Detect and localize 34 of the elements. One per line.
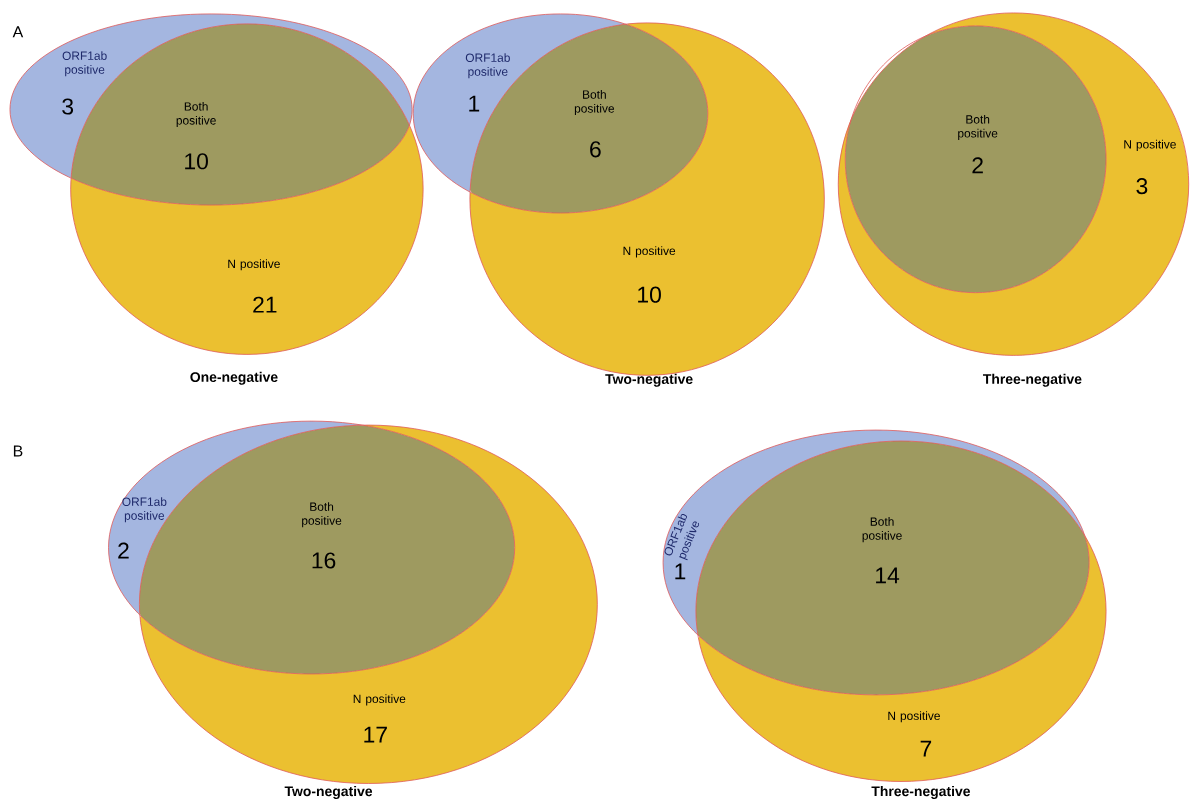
text: A bbox=[12, 26, 24, 38]
text: B bbox=[13, 445, 23, 457]
category-label: ORF1ab positive bbox=[465, 53, 510, 79]
category-label: N positive bbox=[353, 694, 406, 706]
category-label: ORF1ab positive bbox=[62, 51, 107, 77]
data-label: 2 bbox=[972, 157, 983, 174]
data-label: 1 bbox=[675, 563, 686, 580]
data-label: 3 bbox=[1136, 177, 1148, 195]
data-label: 7 bbox=[920, 740, 932, 757]
data-label: 17 bbox=[364, 726, 387, 743]
data-label: 6 bbox=[590, 141, 601, 158]
category-label: Both positive bbox=[302, 502, 342, 528]
data-label: 10 bbox=[185, 153, 208, 170]
category-label: N positive bbox=[623, 246, 676, 258]
data-label: 14 bbox=[876, 567, 900, 584]
category-label: Both positive bbox=[176, 101, 216, 127]
data-label: 16 bbox=[312, 552, 336, 569]
category-label: Both positive bbox=[958, 114, 998, 140]
data-label: 21 bbox=[253, 296, 277, 313]
category-label: Both positive bbox=[574, 89, 615, 115]
category-label: N positive bbox=[1124, 139, 1176, 151]
category-label: N positive bbox=[888, 711, 940, 723]
text: Two-negative bbox=[605, 373, 693, 387]
category-label: Both positive bbox=[862, 516, 902, 543]
category-label: ORF1ab positive bbox=[122, 497, 167, 523]
text: Three-negative bbox=[982, 373, 1082, 387]
data-label: 1 bbox=[469, 95, 480, 112]
data-label: 3 bbox=[62, 98, 74, 115]
text: Three-negative bbox=[871, 785, 970, 799]
data-label: 10 bbox=[638, 286, 661, 303]
category-label: N positive bbox=[228, 259, 280, 271]
data-label: 2 bbox=[118, 542, 129, 559]
text: Two-negative bbox=[284, 785, 373, 799]
text: One-negative bbox=[190, 371, 278, 385]
